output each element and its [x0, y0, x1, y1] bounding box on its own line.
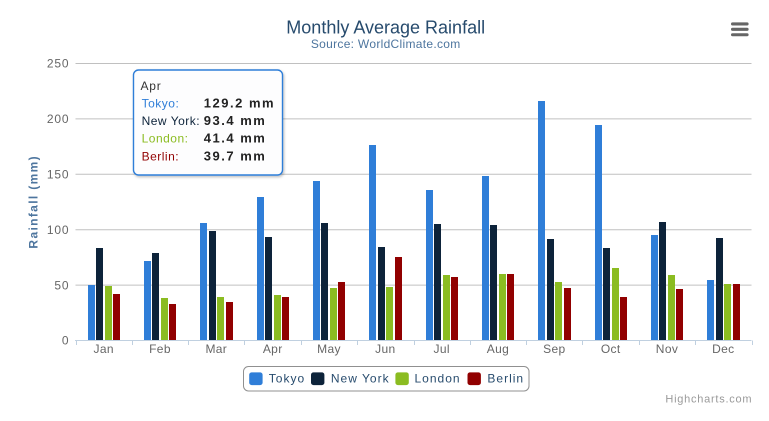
svg-text:0: 0: [62, 334, 69, 348]
svg-text:Nov: Nov: [656, 342, 678, 356]
svg-text:Sep: Sep: [543, 342, 565, 356]
svg-text:100: 100: [47, 223, 69, 237]
svg-text:200: 200: [47, 112, 69, 126]
svg-text:Feb: Feb: [149, 342, 171, 356]
svg-text:Source: WorldClimate.com: Source: WorldClimate.com: [311, 37, 461, 51]
svg-text:Tokyo:: Tokyo:: [142, 97, 180, 111]
svg-text:Berlin: Berlin: [487, 372, 524, 386]
svg-text:39.7 mm: 39.7 mm: [204, 148, 267, 163]
svg-text:New York: New York: [331, 372, 390, 386]
svg-text:Berlin:: Berlin:: [142, 149, 180, 163]
svg-text:50: 50: [54, 278, 69, 292]
svg-text:Apr: Apr: [263, 342, 283, 356]
svg-text:Apr: Apr: [141, 79, 162, 93]
svg-text:Oct: Oct: [601, 342, 621, 356]
svg-text:London: London: [415, 372, 461, 386]
svg-text:Dec: Dec: [712, 342, 734, 356]
svg-text:Jul: Jul: [434, 342, 450, 356]
svg-text:New York:: New York:: [142, 114, 201, 128]
svg-text:Aug: Aug: [487, 342, 509, 356]
svg-text:41.4 mm: 41.4 mm: [204, 131, 267, 146]
svg-text:Jan: Jan: [93, 342, 113, 356]
svg-text:May: May: [317, 342, 341, 356]
svg-text:129.2 mm: 129.2 mm: [204, 96, 275, 111]
svg-text:Rainfall (mm): Rainfall (mm): [27, 155, 41, 249]
svg-text:Highcharts.com: Highcharts.com: [665, 393, 752, 405]
svg-text:Jun: Jun: [375, 342, 395, 356]
svg-text:93.4 mm: 93.4 mm: [204, 113, 267, 128]
svg-text:150: 150: [47, 168, 69, 182]
svg-text:London:: London:: [142, 132, 189, 146]
svg-text:Tokyo: Tokyo: [269, 372, 305, 386]
svg-text:Mar: Mar: [205, 342, 227, 356]
svg-text:Monthly Average Rainfall: Monthly Average Rainfall: [286, 18, 485, 38]
svg-text:250: 250: [47, 57, 69, 71]
